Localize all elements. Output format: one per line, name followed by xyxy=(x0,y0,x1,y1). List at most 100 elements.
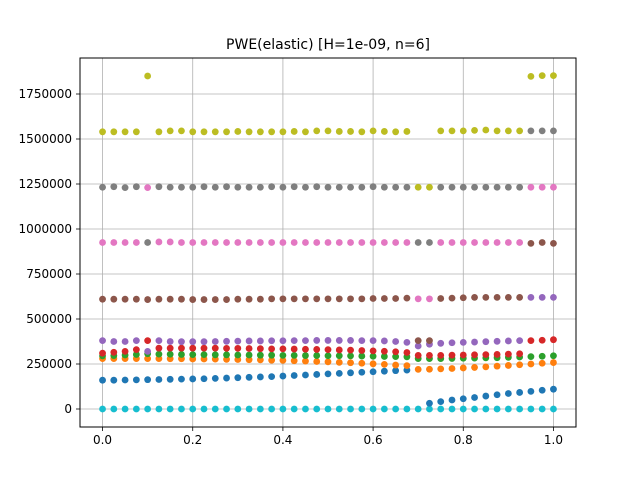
data-point xyxy=(516,350,524,358)
data-point xyxy=(234,239,242,246)
data-point xyxy=(245,351,253,359)
data-point xyxy=(166,375,174,383)
data-point xyxy=(538,359,546,367)
data-point xyxy=(144,337,152,344)
data-point xyxy=(347,359,354,367)
data-point xyxy=(155,128,163,136)
data-point xyxy=(290,239,298,246)
data-point xyxy=(538,239,546,246)
data-point xyxy=(178,338,185,346)
data-point xyxy=(392,348,400,356)
data-point xyxy=(414,342,422,350)
data-point xyxy=(132,346,140,353)
data-point xyxy=(471,405,478,413)
data-point xyxy=(392,295,400,302)
data-point xyxy=(234,405,242,413)
data-point xyxy=(200,344,208,352)
data-point xyxy=(448,183,456,191)
data-point xyxy=(99,376,106,384)
x-tick-label: 1.0 xyxy=(544,433,563,447)
y-tick-label: 1500000 xyxy=(19,132,72,146)
data-point xyxy=(268,373,276,380)
data-point xyxy=(121,295,129,303)
data-point xyxy=(245,128,253,136)
data-point xyxy=(313,346,321,353)
data-point xyxy=(335,352,343,360)
data-point xyxy=(268,345,276,353)
data-point xyxy=(313,337,321,344)
data-point xyxy=(279,405,287,413)
data-point xyxy=(245,183,253,191)
data-point xyxy=(437,398,445,406)
data-point xyxy=(110,183,118,191)
data-point xyxy=(313,358,321,365)
data-point xyxy=(155,183,163,191)
data-point xyxy=(121,376,129,384)
data-point xyxy=(324,337,332,344)
data-point xyxy=(358,128,366,136)
data-point xyxy=(471,294,478,301)
data-point xyxy=(302,371,309,379)
data-point xyxy=(448,339,456,347)
x-tick-label: 0.6 xyxy=(364,433,383,447)
data-point xyxy=(313,239,321,246)
data-point xyxy=(223,296,230,303)
data-point xyxy=(527,360,535,368)
data-point xyxy=(493,405,501,413)
data-point xyxy=(482,294,490,301)
y-tick-label: 500000 xyxy=(26,312,72,326)
data-point xyxy=(110,128,118,136)
data-point xyxy=(166,295,174,303)
data-point xyxy=(369,347,377,355)
data-point xyxy=(290,345,298,353)
data-point xyxy=(459,405,467,413)
data-point xyxy=(302,352,309,359)
data-point xyxy=(369,360,377,368)
data-point xyxy=(414,351,422,359)
data-point xyxy=(245,337,253,345)
data-point xyxy=(279,345,287,353)
data-point xyxy=(448,294,456,302)
data-point xyxy=(313,371,321,378)
data-point xyxy=(121,348,129,355)
y-tick-label: 1750000 xyxy=(19,87,72,101)
data-point xyxy=(110,239,118,246)
data-point xyxy=(504,183,512,191)
data-point xyxy=(256,405,264,413)
data-point xyxy=(290,183,298,191)
data-point xyxy=(380,183,388,191)
data-point xyxy=(437,183,445,191)
data-point xyxy=(256,373,264,381)
data-point xyxy=(426,365,433,373)
data-point xyxy=(324,370,332,378)
data-point xyxy=(279,128,287,136)
data-point xyxy=(448,405,456,413)
data-point xyxy=(538,405,546,413)
data-point xyxy=(392,405,400,413)
data-point xyxy=(392,239,400,246)
data-point xyxy=(279,357,287,364)
data-point xyxy=(448,127,456,135)
data-point xyxy=(110,376,118,384)
data-point xyxy=(256,337,264,345)
data-point xyxy=(403,349,411,356)
data-point xyxy=(189,338,197,346)
data-point xyxy=(200,183,208,191)
data-point xyxy=(538,294,546,301)
data-point xyxy=(223,344,230,352)
y-tick-label: 1000000 xyxy=(19,222,72,236)
data-point xyxy=(178,239,185,246)
data-point xyxy=(290,128,298,135)
data-point xyxy=(527,183,535,191)
data-point xyxy=(347,183,354,191)
x-tick-label: 0.4 xyxy=(273,433,292,447)
data-points xyxy=(99,72,557,413)
data-point xyxy=(392,338,400,345)
data-point xyxy=(471,351,478,359)
data-point xyxy=(414,183,422,191)
data-point xyxy=(550,336,557,344)
data-point xyxy=(132,128,140,136)
data-point xyxy=(414,405,422,413)
data-point xyxy=(178,183,185,191)
data-point xyxy=(121,338,129,345)
